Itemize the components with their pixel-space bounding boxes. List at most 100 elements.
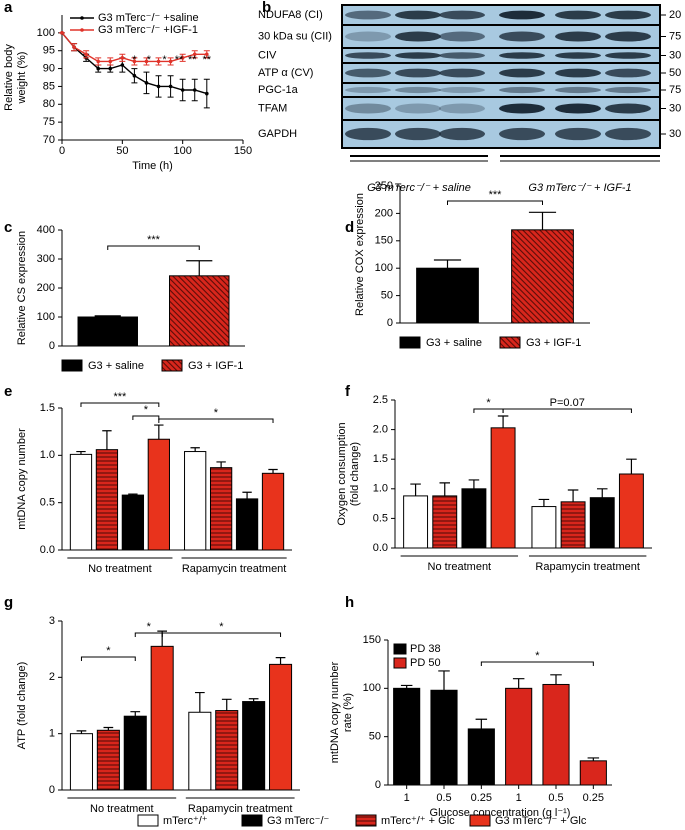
data-point [60, 31, 64, 35]
y-tick-label: 400 [37, 224, 55, 236]
panel-letter: b [262, 0, 271, 16]
legend-swatch [61, 359, 83, 372]
y-tick-label: 0 [375, 779, 381, 791]
y-axis-label: Oxygen consumption [336, 422, 348, 525]
significance-label: * [132, 54, 137, 66]
bar [618, 473, 644, 549]
blot-band [555, 52, 601, 59]
group-label: No treatment [428, 561, 492, 573]
significance-bracket [480, 661, 594, 666]
y-axis-label: mtDNA copy number [16, 428, 28, 530]
blot-band [499, 52, 545, 59]
data-point [108, 66, 113, 71]
blot-band [555, 10, 601, 20]
y-axis-label: rate (%) [342, 693, 354, 732]
panel-letter: f [345, 383, 351, 400]
panel-letter: g [4, 594, 13, 611]
legend-swatch [499, 336, 521, 349]
bar [77, 316, 138, 347]
significance-label: * [219, 621, 224, 633]
y-tick-label: 85 [43, 80, 55, 92]
data-point [120, 63, 125, 67]
blot-band [439, 103, 485, 114]
y-tick-label: 0.5 [373, 512, 388, 524]
data-point [144, 59, 149, 64]
significance-bracket [134, 632, 163, 637]
bar [416, 267, 479, 324]
bar [150, 645, 174, 791]
legend-label: G3 + saline [88, 360, 144, 372]
blot-band [395, 103, 441, 114]
y-tick-label: 100 [37, 27, 55, 39]
bar [461, 488, 487, 549]
group-label: Rapamycin treatment [182, 563, 287, 575]
x-tick-label: 0.5 [548, 792, 563, 804]
marker-label: 30 [669, 102, 681, 114]
data-point [108, 59, 113, 64]
bar [69, 453, 93, 551]
blot-band [499, 10, 545, 20]
group-label: No treatment [90, 803, 154, 815]
y-tick-label: 0.0 [373, 542, 388, 554]
bar [511, 229, 574, 324]
data-point [180, 56, 185, 60]
y-axis-label: weight (%) [16, 52, 28, 105]
blot-band [605, 10, 651, 20]
blot-row-label: 30 kDa su (CII) [258, 30, 332, 42]
error-bar [475, 718, 488, 729]
blot-band [555, 31, 601, 42]
significance-label: ** [175, 54, 184, 66]
data-point [84, 52, 88, 57]
x-tick-label: 100 [173, 145, 191, 157]
blot-row-label: GAPDH [258, 128, 297, 140]
group-label: G3 mTerc⁻/⁻ + saline [367, 182, 471, 194]
error-bar [550, 674, 562, 685]
legend-swatch [469, 814, 491, 827]
bar [269, 663, 293, 791]
significance-label: ** [188, 54, 197, 66]
marker-label: 75 [669, 84, 681, 96]
y-tick-label: 2.5 [373, 394, 388, 406]
blot-row-label: CIV [258, 49, 277, 61]
blot-band [439, 86, 485, 94]
data-point [96, 66, 100, 71]
legend-swatch [241, 814, 263, 827]
error-bar [275, 657, 286, 665]
legend-label: G3 + IGF-1 [526, 337, 581, 349]
significance-label: *** [147, 234, 161, 246]
y-tick-label: 2.0 [373, 424, 388, 436]
x-tick-label: 1 [516, 792, 522, 804]
blot-band [345, 127, 391, 141]
y-tick-label: 250 [375, 180, 393, 192]
blot-band [555, 127, 601, 141]
legend-label: G3 mTerc⁻/⁻ +saline [98, 12, 199, 24]
error-bar [567, 489, 579, 502]
blot-band [395, 10, 441, 20]
panel-letter: a [4, 0, 13, 16]
bar [432, 495, 458, 549]
significance-bracket [158, 418, 274, 423]
bar [430, 689, 458, 786]
x-tick-label: 50 [116, 145, 128, 157]
group-label: G3 mTerc⁻/⁻ + IGF-1 [528, 182, 631, 194]
bar [169, 275, 230, 347]
y-tick-label: 100 [37, 311, 55, 323]
y-tick-label: 50 [369, 731, 381, 743]
bar [531, 506, 557, 549]
blot-band [439, 52, 485, 59]
y-axis-label: ATP (fold change) [16, 662, 28, 750]
data-point [120, 56, 125, 60]
legend-label: G3 + saline [426, 337, 482, 349]
bar [490, 427, 516, 549]
y-tick-label: 200 [37, 282, 55, 294]
legend-swatch [393, 657, 407, 669]
significance-label: * [144, 404, 149, 416]
error-bar [242, 491, 252, 499]
error-bar [216, 461, 226, 468]
data-point [168, 59, 173, 64]
y-tick-label: 1.5 [40, 402, 55, 414]
error-bar [596, 488, 608, 498]
error-bar [438, 670, 450, 691]
bar [579, 760, 607, 786]
